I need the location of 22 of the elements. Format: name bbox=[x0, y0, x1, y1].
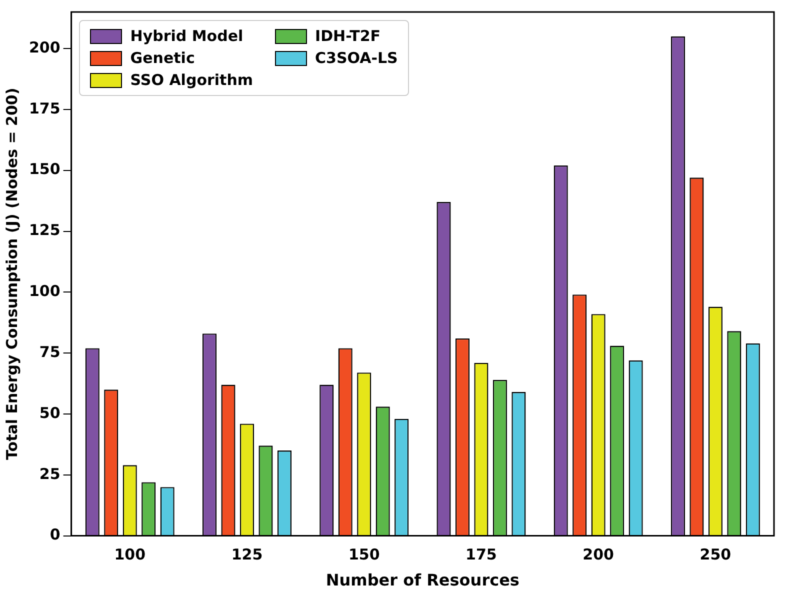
x-tick-label: 125 bbox=[231, 546, 263, 564]
y-tick-label: 125 bbox=[29, 221, 60, 240]
y-axis-title: Total Energy Consumption (J) (Nodes = 200) bbox=[2, 88, 21, 460]
y-tick-label: 50 bbox=[39, 404, 60, 422]
legend-label: Hybrid Model bbox=[130, 27, 244, 45]
x-tick-label: 100 bbox=[114, 546, 146, 564]
y-tick-label: 0 bbox=[50, 526, 60, 544]
y-tick-label: 25 bbox=[39, 464, 60, 483]
x-tick-label: 175 bbox=[466, 546, 497, 564]
legend-label: C3SOA-LS bbox=[315, 49, 398, 67]
y-tick-label: 75 bbox=[39, 342, 60, 361]
x-axis-title: Number of Resources bbox=[326, 570, 520, 590]
y-tick-label: 175 bbox=[29, 99, 60, 118]
legend-label: Genetic bbox=[130, 49, 195, 67]
y-tick-label: 200 bbox=[29, 38, 60, 56]
x-tick-label: 150 bbox=[348, 546, 380, 564]
y-tick-label: 100 bbox=[29, 282, 60, 300]
x-tick-label: 200 bbox=[582, 546, 614, 564]
legend-label: SSO Algorithm bbox=[130, 71, 254, 89]
y-tick-label: 150 bbox=[29, 160, 60, 178]
x-tick-label: 250 bbox=[700, 546, 732, 564]
legend-label: IDH-T2F bbox=[315, 27, 381, 45]
